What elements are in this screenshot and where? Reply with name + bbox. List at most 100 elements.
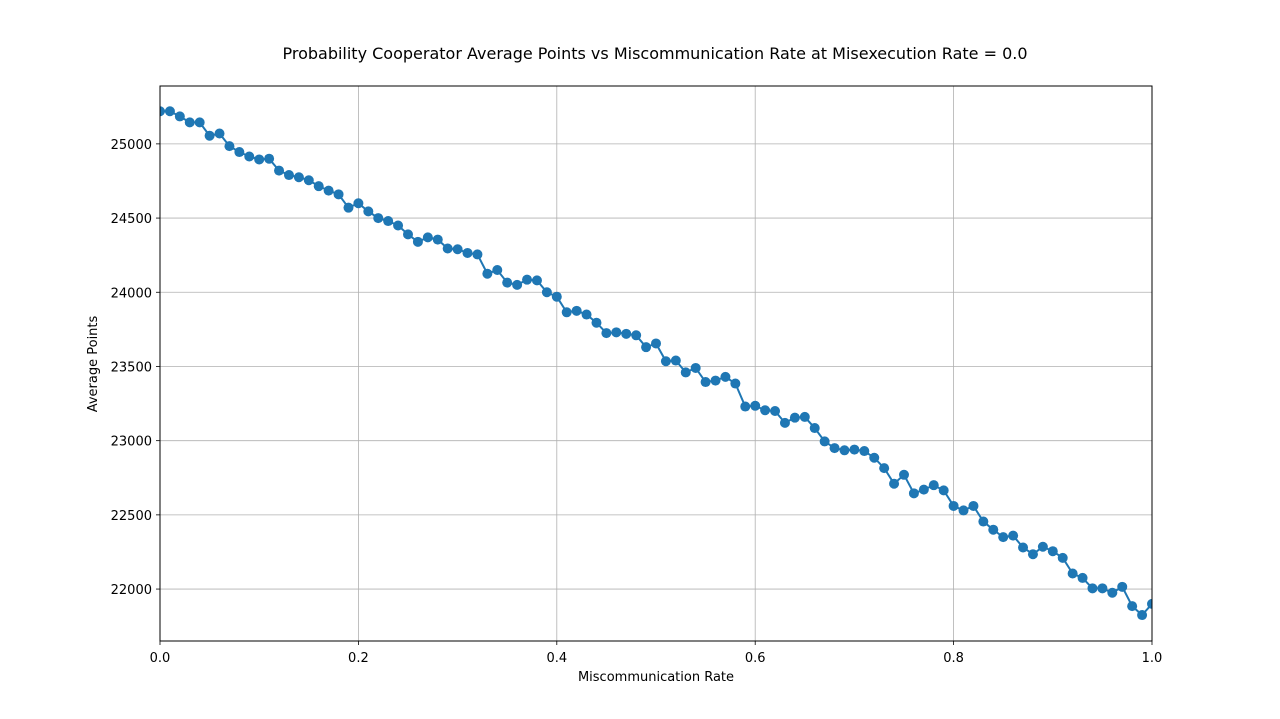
data-point <box>561 307 572 318</box>
data-point <box>204 130 215 141</box>
data-point <box>730 378 741 389</box>
y-tick-label: 24000 <box>111 286 152 301</box>
data-point <box>998 532 1009 543</box>
data-point <box>512 279 523 290</box>
data-point <box>303 175 314 186</box>
data-point <box>660 356 671 367</box>
y-tick-label: 25000 <box>111 138 152 153</box>
data-point <box>641 342 652 353</box>
x-tick-label: 0.4 <box>546 651 567 666</box>
data-point <box>879 463 890 474</box>
y-tick-label: 24500 <box>111 212 152 227</box>
data-point <box>978 516 989 527</box>
chart-title: Probability Cooperator Average Points vs… <box>282 44 1027 63</box>
data-point <box>601 328 612 339</box>
data-point <box>621 328 632 339</box>
data-point <box>988 524 999 535</box>
data-point <box>710 375 721 386</box>
data-point <box>160 106 165 117</box>
data-point <box>899 469 909 480</box>
data-point <box>670 355 681 366</box>
y-tick-label: 22000 <box>111 583 152 598</box>
data-point <box>194 117 205 128</box>
data-point <box>750 400 761 411</box>
data-point <box>1057 552 1068 563</box>
data-point <box>313 181 324 192</box>
data-point <box>264 153 275 164</box>
data-point <box>214 128 225 139</box>
data-point <box>918 484 929 495</box>
data-point <box>779 417 790 428</box>
y-tick-label: 22500 <box>111 509 152 524</box>
y-tick-label: 23000 <box>111 435 152 450</box>
data-point <box>502 277 513 288</box>
data-point <box>799 411 810 422</box>
x-tick-label: 1.0 <box>1142 651 1163 666</box>
data-point <box>432 234 443 245</box>
data-point <box>472 249 483 260</box>
data-point <box>164 106 175 117</box>
data-point <box>958 505 969 516</box>
series-line-group <box>160 106 1152 621</box>
data-point <box>531 275 542 286</box>
data-point <box>1067 568 1078 579</box>
data-point <box>551 291 562 302</box>
data-point <box>591 317 602 328</box>
data-point <box>571 305 582 316</box>
x-tick-label: 0.0 <box>150 651 171 666</box>
data-point <box>422 232 433 243</box>
data-point <box>373 213 384 224</box>
data-point <box>541 287 552 298</box>
gridlines <box>159 86 1153 641</box>
data-point <box>889 478 900 489</box>
data-point <box>482 268 493 279</box>
data-point <box>1147 598 1152 609</box>
data-point <box>333 189 344 200</box>
data-point <box>522 274 533 285</box>
data-point <box>1027 549 1038 560</box>
data-point <box>611 327 622 338</box>
data-point <box>760 405 771 416</box>
data-point <box>1077 572 1088 583</box>
x-tick-label: 0.8 <box>943 651 964 666</box>
data-point <box>283 170 294 181</box>
data-point <box>859 446 870 457</box>
data-point <box>849 444 860 455</box>
data-point <box>839 445 850 456</box>
data-point <box>819 436 830 447</box>
data-point <box>651 338 661 349</box>
data-point <box>383 216 394 227</box>
data-point <box>789 412 800 423</box>
x-axis-title: Miscommunication Rate <box>578 670 734 685</box>
data-point <box>353 198 364 209</box>
y-axis-title: Average Points <box>86 315 101 412</box>
data-point <box>184 117 195 128</box>
data-point <box>403 229 413 240</box>
data-point <box>809 423 820 434</box>
data-point <box>462 247 473 258</box>
data-point <box>908 488 919 499</box>
data-point <box>363 206 374 217</box>
data-point <box>244 151 255 162</box>
data-point <box>393 220 404 231</box>
data-point <box>680 367 691 378</box>
data-point <box>1137 610 1148 621</box>
data-point <box>174 111 185 122</box>
data-point <box>690 362 701 373</box>
data-point <box>829 443 840 454</box>
data-point <box>234 147 245 158</box>
data-point <box>343 202 354 213</box>
data-point <box>1107 587 1118 598</box>
data-point <box>323 185 334 196</box>
data-point <box>1117 581 1128 592</box>
data-point <box>1047 546 1058 557</box>
data-point <box>1018 542 1029 553</box>
data-point <box>968 500 979 511</box>
data-point <box>869 452 880 463</box>
data-point <box>948 500 959 511</box>
data-point <box>254 154 265 165</box>
data-point <box>581 309 592 320</box>
data-point <box>293 172 304 183</box>
data-point <box>938 485 949 496</box>
